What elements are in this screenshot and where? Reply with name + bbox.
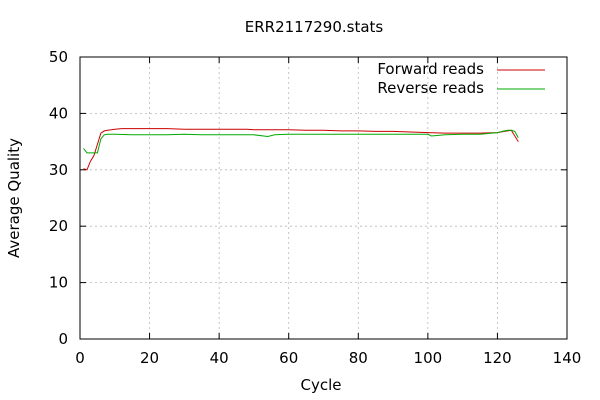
y-tick-label: 20 xyxy=(49,217,68,235)
x-axis-title: Cycle xyxy=(301,376,342,394)
x-tick-label: 20 xyxy=(140,349,159,367)
x-tick-label: 0 xyxy=(75,349,85,367)
x-tick-label: 140 xyxy=(553,349,582,367)
series-line-reverse xyxy=(83,129,519,154)
legend: Forward reads Reverse reads xyxy=(377,60,545,97)
x-tick-label: 80 xyxy=(349,349,368,367)
y-tick-label: 0 xyxy=(58,330,68,348)
axis-ticks xyxy=(79,56,568,340)
x-tick-label: 100 xyxy=(414,349,443,367)
series-lines xyxy=(83,128,519,171)
x-tick-label: 40 xyxy=(210,349,229,367)
grid xyxy=(80,57,567,339)
y-axis-tick-labels: 0 10 20 30 40 50 xyxy=(49,48,68,348)
y-tick-label: 50 xyxy=(49,48,68,66)
y-tick-label: 10 xyxy=(49,274,68,292)
x-tick-label: 60 xyxy=(279,349,298,367)
series-line-forward xyxy=(83,128,519,171)
legend-label-forward: Forward reads xyxy=(377,60,484,78)
x-tick-label: 120 xyxy=(483,349,512,367)
y-tick-label: 30 xyxy=(49,161,68,179)
legend-label-reverse: Reverse reads xyxy=(377,79,484,97)
x-axis-tick-labels: 0 20 40 60 80 100 120 140 xyxy=(75,349,581,367)
chart-title: ERR2117290.stats xyxy=(245,18,384,36)
plot-frame xyxy=(79,56,568,340)
y-tick-label: 40 xyxy=(49,104,68,122)
y-axis-title: Average Quality xyxy=(5,138,23,258)
